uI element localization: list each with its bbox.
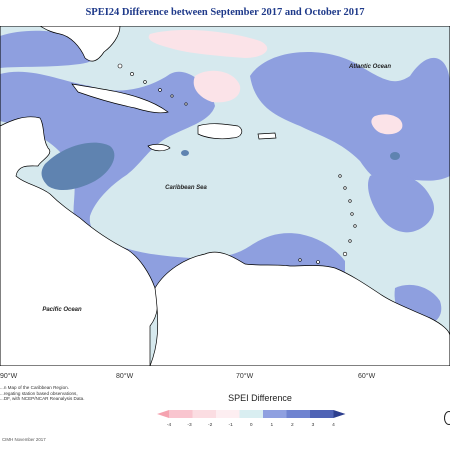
credit-text: CIMH November 2017 — [2, 437, 46, 442]
legend-tick-label: 0 — [249, 423, 253, 428]
legend-tick-label: 1 — [270, 423, 274, 428]
wet-region-east — [367, 172, 435, 233]
jamaica-land — [147, 143, 171, 152]
dry-region-bahamas — [193, 70, 241, 103]
wet-strong-trinidad — [390, 152, 400, 160]
legend-swatch — [310, 410, 334, 418]
legend-title: SPEI Difference — [228, 393, 292, 403]
puerto-rico-land — [257, 132, 277, 140]
legend-tick-label: -4 — [166, 423, 172, 428]
legend-swatch — [239, 410, 263, 418]
central-america-land — [0, 116, 159, 366]
legend-swatch — [216, 410, 240, 418]
legend-swatch — [286, 410, 310, 418]
legend-arrow-left — [157, 410, 169, 418]
dry-region-east — [371, 114, 403, 135]
lon-label-80w: 80°W — [116, 373, 134, 380]
spei-map: Atlantic Ocean Caribbean Sea Pacific Oce… — [0, 26, 450, 366]
legend-swatch — [192, 410, 216, 418]
logo-icon — [444, 411, 450, 425]
map-title: SPEI24 Difference between September 2017… — [85, 7, 365, 18]
legend-swatch — [169, 410, 193, 418]
florida-land — [39, 26, 121, 62]
map-description: ...n Map of the Caribbean Region. ...reg… — [0, 385, 85, 402]
wet-strong-jamaica — [181, 150, 189, 156]
legend-tick-label: 3 — [311, 423, 315, 428]
legend-tick-label: 2 — [291, 423, 294, 428]
lon-label-70w: 70°W — [236, 373, 254, 380]
atlantic-ocean-label: Atlantic Ocean — [348, 64, 391, 70]
legend-colorbar — [157, 410, 346, 418]
wet-strong-honduras — [41, 142, 115, 191]
lon-label-90w: 90°W — [0, 373, 18, 380]
legend-tick-label: 4 — [332, 423, 335, 428]
legend-tick-label: -1 — [228, 423, 233, 428]
legend-arrow-right — [333, 410, 346, 418]
pacific-ocean-label: Pacific Ocean — [42, 307, 82, 313]
legend-swatch — [263, 410, 287, 418]
lon-label-60w: 60°W — [358, 373, 376, 380]
wet-region-atlantic — [250, 52, 450, 183]
dry-region-atlantic-north — [148, 30, 268, 58]
land-masses — [0, 26, 450, 366]
legend-tick-label: -2 — [207, 423, 213, 428]
small-islands — [117, 63, 357, 264]
cuba-land — [71, 83, 169, 114]
hispaniola-land — [197, 123, 243, 140]
caribbean-sea-label: Caribbean Sea — [165, 185, 207, 191]
legend-tick-label: -3 — [187, 423, 192, 428]
